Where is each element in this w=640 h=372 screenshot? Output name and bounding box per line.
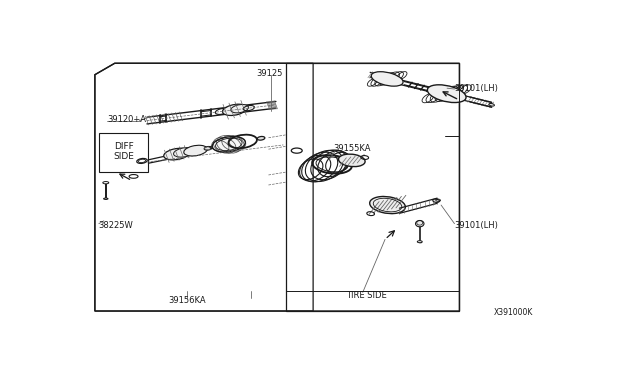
Ellipse shape <box>371 72 403 86</box>
Ellipse shape <box>428 85 466 103</box>
Ellipse shape <box>231 105 248 113</box>
Text: 39125: 39125 <box>256 69 282 78</box>
Ellipse shape <box>184 145 207 156</box>
Text: TIRE SIDE: TIRE SIDE <box>346 291 387 300</box>
Ellipse shape <box>433 199 440 202</box>
Ellipse shape <box>489 103 495 106</box>
Ellipse shape <box>204 147 212 150</box>
Text: 39101(LH): 39101(LH) <box>454 221 499 230</box>
Ellipse shape <box>103 182 109 184</box>
Text: 39120+A: 39120+A <box>108 115 147 124</box>
Text: DIFF: DIFF <box>114 142 134 151</box>
Ellipse shape <box>104 198 108 199</box>
Ellipse shape <box>415 221 424 227</box>
Text: 39101(LH): 39101(LH) <box>454 84 499 93</box>
Ellipse shape <box>223 104 247 115</box>
Ellipse shape <box>370 196 405 214</box>
Bar <box>99 134 148 172</box>
Ellipse shape <box>212 137 245 152</box>
Ellipse shape <box>417 241 422 243</box>
Ellipse shape <box>164 148 189 160</box>
Text: 38225W: 38225W <box>99 221 133 230</box>
Ellipse shape <box>339 154 365 167</box>
Text: X391000K: X391000K <box>494 308 534 317</box>
Text: 39156KA: 39156KA <box>168 296 205 305</box>
Text: 39155KA: 39155KA <box>333 144 371 153</box>
Ellipse shape <box>173 148 195 157</box>
Text: SIDE: SIDE <box>113 152 134 161</box>
Ellipse shape <box>257 137 265 140</box>
